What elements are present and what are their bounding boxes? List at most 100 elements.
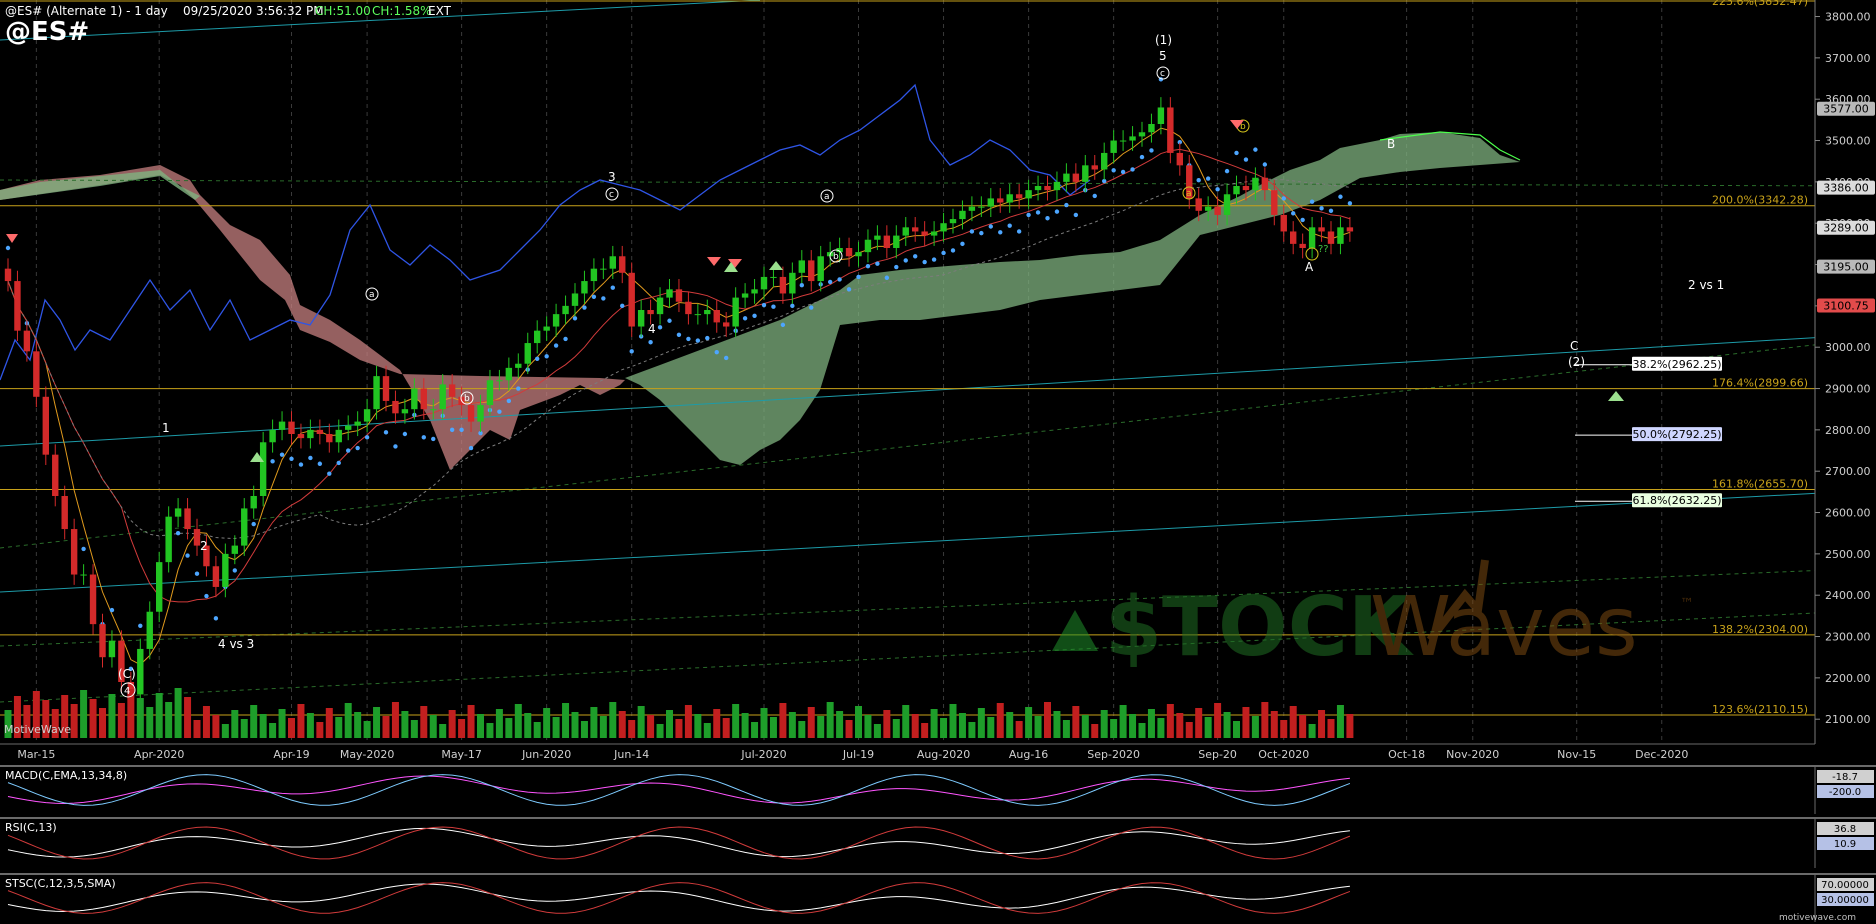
elliott-wave-labels: (1) 5 3 4 1 2 (C) 4 4 vs 3 2 vs 1 A B C … [118, 33, 1724, 698]
candle-body [940, 223, 947, 232]
watermark-tm-mark: ™ [1680, 596, 1694, 612]
volume-bar [684, 705, 692, 738]
trend-line [0, 333, 1876, 447]
time-axis-label: Jun-2020 [521, 748, 571, 761]
psar-dot [1054, 209, 1060, 214]
psar-dot [1064, 202, 1069, 208]
candle-body [212, 566, 220, 587]
wave-label-paren-1: (1) [1155, 33, 1172, 47]
candle-body [1138, 132, 1146, 137]
price-tick-label: 3700.00 [1825, 52, 1871, 65]
candle-body [373, 376, 380, 410]
indicator-value-label: 36.8 [1834, 824, 1856, 835]
candle-body [883, 235, 891, 248]
time-axis-label: May-2020 [340, 748, 395, 761]
indicator-signal-line [7, 774, 1351, 806]
volume-bar [297, 704, 305, 738]
candle-body [1176, 152, 1183, 166]
time-axis-label: Mar-15 [17, 748, 55, 761]
candle-body [732, 297, 739, 327]
motivewave-label: MotiveWave [4, 723, 71, 736]
volume-bar [420, 706, 428, 738]
volume-bar [751, 722, 759, 738]
wave-label-a: A [1305, 260, 1314, 274]
volume-bar [1034, 716, 1042, 738]
psar-dot [1309, 199, 1315, 204]
candle-body [430, 409, 437, 411]
volume-bar [269, 723, 277, 738]
volume-bar [429, 715, 437, 738]
watermark-stock-text: $TOCK [1105, 580, 1415, 675]
candle-body [1053, 181, 1061, 191]
candle-body [770, 276, 777, 278]
price-badge-box [1817, 101, 1875, 116]
relative-strength-line [0, 83, 1091, 381]
volume-bar [1195, 708, 1203, 738]
fib-level-label: 223.6%(3832.47) [1712, 0, 1808, 8]
psar-dot [383, 430, 389, 435]
volume-bar [363, 721, 371, 738]
psar-dot [204, 593, 209, 599]
volume-bar [1346, 714, 1354, 738]
psar-dot [827, 279, 833, 285]
fib-level-label: 176.4%(2899.66) [1712, 377, 1808, 390]
ichimoku-cloud [0, 131, 1521, 470]
candle-body [392, 400, 399, 414]
indicator-signal-line [7, 826, 1351, 860]
candle-body [411, 388, 418, 410]
price-badge-label: 3577.00 [1823, 103, 1869, 116]
session-label: EXT [428, 4, 452, 18]
candle-body [184, 508, 191, 530]
candle-body [146, 611, 153, 649]
candle-body [921, 231, 928, 236]
sell-arrow-icon [728, 259, 742, 268]
candle-body [902, 227, 909, 236]
volume-bar [1091, 724, 1099, 738]
candle-body [609, 256, 616, 269]
volume-bar [212, 715, 220, 738]
psar-dot [1243, 157, 1249, 162]
psar-dot [799, 283, 804, 288]
psar-dot [969, 229, 975, 234]
candle-body [1195, 198, 1202, 211]
price-badges: 3577.00 3386.00 3289.00 3195.00 3100.75 [1817, 101, 1875, 313]
sell-arrow-icon [6, 234, 18, 243]
volume-bar [1336, 705, 1344, 738]
candle-body [987, 198, 994, 207]
psar-dot [421, 435, 426, 440]
volume-bar [1242, 707, 1250, 738]
volume-bar [1138, 723, 1146, 738]
projection-box [1632, 427, 1722, 442]
psar-dot [875, 261, 880, 266]
projection-label: 38.2%(2962.25) [1632, 358, 1721, 371]
indicator-value-box [1817, 837, 1874, 850]
indicator-title: RSI(C,13) [5, 821, 57, 834]
psar-dot [81, 546, 86, 552]
psar-dot [960, 241, 965, 247]
candle-body [1015, 194, 1023, 199]
volume-bar [70, 704, 78, 738]
indicator-value-label: -200.0 [1829, 787, 1861, 798]
volume-bar [552, 717, 560, 738]
time-axis-label: Aug-2020 [917, 748, 970, 761]
volume-bar [1119, 705, 1127, 738]
volume-bar [807, 707, 815, 738]
volume-bar [344, 703, 352, 738]
volume-bar [448, 710, 456, 738]
cloud-bull-segment [625, 132, 1520, 465]
candle-body [174, 508, 182, 517]
price-candles[interactable] [4, 97, 1354, 705]
psar-dot [1196, 178, 1201, 183]
signal-arrows [6, 120, 1624, 462]
candle-body [647, 310, 654, 315]
psar-dot [336, 460, 341, 466]
volume-bar [467, 705, 475, 738]
candle-body [108, 640, 116, 658]
watermark-waves-text: Waves [1370, 580, 1638, 675]
psar-dot [364, 435, 370, 440]
psar-dot [705, 335, 710, 341]
volume-bar [316, 722, 324, 738]
candle-body [250, 496, 257, 509]
indicator-value-box [1817, 785, 1874, 798]
